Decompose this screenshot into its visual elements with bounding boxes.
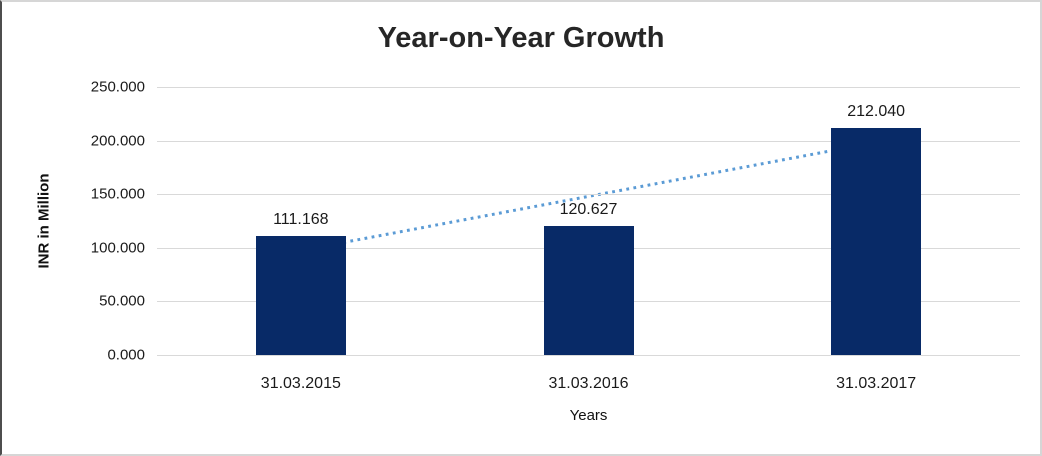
bar-value-label: 111.168 [273,210,329,228]
bar-31.03.2016[interactable] [543,225,634,355]
bar-value-label: 120.627 [559,200,618,218]
x-category-label: 31.03.2015 [260,375,341,392]
gridline [157,194,1020,196]
x-category-label: 31.03.2016 [548,375,629,392]
gridline [157,140,1020,142]
y-tick-label: 50.000 [99,292,145,310]
gridline [157,87,1020,88]
y-tick-label: 200.000 [90,132,145,150]
y-tick-label: 250.000 [90,78,145,96]
chart-title: Year-on-Year Growth [377,22,665,54]
bar-31.03.2017[interactable] [831,127,922,355]
bar-value-label: 212.040 [847,102,906,120]
y-tick-label: 100.000 [90,239,145,257]
bar-31.03.2015[interactable] [255,235,346,355]
y-tick-label: 150.000 [90,185,145,203]
x-category-label: 31.03.2017 [836,375,917,392]
y-tick-label: 0.000 [107,346,145,364]
x-axis-title: Years [569,407,608,424]
gridline [157,355,1020,356]
